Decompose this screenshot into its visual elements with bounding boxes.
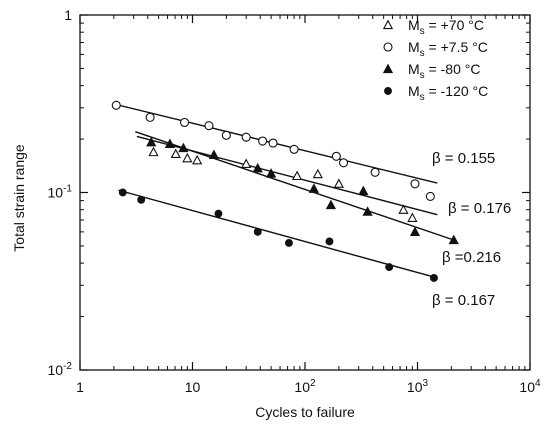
legend-marker-4 bbox=[384, 87, 392, 95]
x-axis-label: Cycles to failure bbox=[255, 404, 355, 420]
data-point-series-4 bbox=[325, 237, 334, 246]
x-tick-label-base: 10 bbox=[185, 379, 201, 395]
data-point-series-1 bbox=[291, 170, 303, 181]
data-point-series-3 bbox=[252, 162, 263, 173]
x-tick-label: 103 bbox=[407, 378, 429, 395]
data-point-series-4 bbox=[385, 263, 394, 272]
legend-entry-3: Ms = -80 °C bbox=[408, 61, 480, 81]
y-tick-label: 1 bbox=[64, 7, 72, 23]
x-tick-label: 1 bbox=[76, 379, 84, 395]
legend-name: M bbox=[408, 61, 420, 77]
beta-label-series-2: β = 0.155 bbox=[432, 150, 495, 167]
data-point-series-4 bbox=[253, 227, 262, 236]
beta-labels: β = 0.176 β = 0.155 β =0.216 β = 0.167 bbox=[432, 150, 511, 309]
data-point-series-2 bbox=[268, 138, 278, 148]
beta-label-series-3: β =0.216 bbox=[442, 249, 501, 266]
data-point-series-4 bbox=[284, 238, 293, 247]
data-point-series-3 bbox=[362, 206, 373, 216]
y-tick-label-base: 10 bbox=[48, 185, 64, 201]
legend-marker-2 bbox=[383, 42, 393, 52]
data-point-series-2 bbox=[145, 112, 155, 122]
data-point-series-1 bbox=[148, 146, 159, 157]
legend-value: = -80 °C bbox=[425, 61, 481, 77]
data-point-series-2 bbox=[410, 179, 420, 189]
data-point-series-2 bbox=[338, 158, 349, 168]
data-point-series-2 bbox=[241, 132, 251, 142]
data-point-series-3 bbox=[448, 234, 459, 245]
legend-value: = +70 °C bbox=[425, 17, 484, 33]
x-tick-label: 104 bbox=[519, 378, 541, 395]
fit-line-series-4 bbox=[118, 189, 438, 279]
data-point-series-1 bbox=[333, 178, 344, 188]
data-point-series-1 bbox=[192, 154, 203, 165]
data-point-series-1 bbox=[312, 168, 323, 179]
data-point-series-3 bbox=[208, 149, 220, 159]
data-point-series-1 bbox=[170, 148, 181, 159]
legend-marker-1 bbox=[382, 19, 394, 30]
legend-entry-2: Ms = +7.5 °C bbox=[408, 39, 488, 59]
data-point-series-1 bbox=[398, 204, 409, 214]
legend-value: = +7.5 °C bbox=[425, 39, 488, 55]
y-tick-label: 10-2 bbox=[48, 361, 73, 378]
data-point-series-4 bbox=[429, 274, 438, 282]
data-point-series-2 bbox=[331, 151, 341, 161]
x-tick-label: 10 bbox=[185, 379, 201, 395]
data-point-series-2 bbox=[425, 191, 435, 202]
data-point-series-1 bbox=[407, 212, 418, 222]
data-point-series-1 bbox=[182, 152, 193, 163]
data-point-series-4 bbox=[137, 195, 146, 204]
data-point-series-4 bbox=[118, 188, 127, 197]
x-tick-label-exp: 2 bbox=[310, 378, 316, 389]
legend-name: M bbox=[408, 83, 420, 99]
data-point-series-2 bbox=[258, 136, 268, 146]
x-tick-label-base: 10 bbox=[407, 379, 423, 395]
legend-name: M bbox=[408, 17, 420, 33]
y-tick-label-base: 10 bbox=[48, 362, 64, 378]
data-point-series-3 bbox=[178, 142, 189, 153]
fit-lines bbox=[116, 103, 454, 279]
data-point-series-1 bbox=[241, 158, 252, 168]
x-tick-label-base: 10 bbox=[294, 379, 310, 395]
data-point-series-3 bbox=[146, 136, 157, 147]
y-axis-label: Total strain range bbox=[11, 144, 27, 252]
x-tick-label-exp: 3 bbox=[423, 378, 429, 389]
legend-value: = -120 °C bbox=[425, 83, 489, 99]
data-point-series-2 bbox=[289, 144, 299, 154]
fit-line-series-3 bbox=[135, 131, 454, 241]
data-point-series-2 bbox=[221, 130, 231, 140]
x-tick-label-base: 10 bbox=[519, 379, 535, 395]
data-point-series-3 bbox=[325, 199, 337, 210]
data-point-series-3 bbox=[409, 226, 421, 236]
y-tick-label-exp: -1 bbox=[63, 184, 72, 195]
legend-entry-1: Ms = +70 °C bbox=[408, 17, 484, 37]
legend-subscript: s bbox=[420, 92, 425, 103]
legend-marker-3 bbox=[382, 63, 394, 74]
data-point-series-3 bbox=[358, 185, 369, 196]
data-point-series-3 bbox=[266, 168, 277, 178]
data-point-series-2 bbox=[204, 121, 214, 131]
legend-entry-4: Ms = -120 °C bbox=[408, 83, 488, 103]
beta-label-series-1: β = 0.176 bbox=[448, 200, 511, 217]
legend: Ms = +70 °CMs = +7.5 °CMs = -80 °CMs = -… bbox=[382, 17, 488, 103]
x-tick-label-exp: 4 bbox=[535, 378, 541, 389]
legend-subscript: s bbox=[420, 26, 425, 37]
x-tick-label-base: 1 bbox=[76, 379, 84, 395]
legend-subscript: s bbox=[420, 70, 425, 81]
legend-subscript: s bbox=[420, 48, 425, 59]
data-point-series-2 bbox=[111, 100, 121, 110]
data-point-series-3 bbox=[164, 138, 176, 148]
data-point-series-4 bbox=[214, 209, 223, 218]
legend-name: M bbox=[408, 39, 420, 55]
data-point-series-2 bbox=[370, 167, 380, 177]
y-tick-label-base: 1 bbox=[64, 7, 72, 23]
beta-label-series-4: β = 0.167 bbox=[432, 292, 495, 309]
y-tick-label: 10-1 bbox=[48, 184, 73, 201]
x-tick-label: 102 bbox=[294, 378, 316, 395]
data-points bbox=[111, 100, 459, 282]
data-point-series-3 bbox=[308, 183, 320, 193]
y-tick-label-exp: -2 bbox=[63, 361, 72, 372]
data-point-series-2 bbox=[180, 117, 190, 128]
